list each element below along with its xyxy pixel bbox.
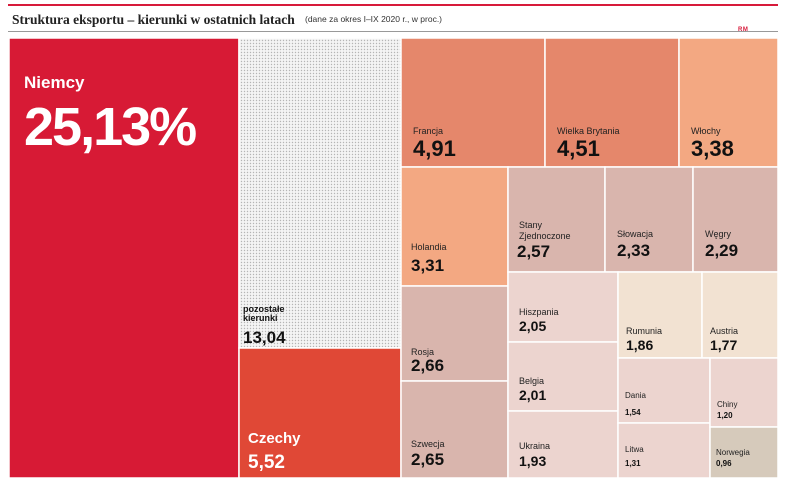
tile-pozostale-kierunki — [238, 37, 402, 349]
tile-label-hiszpania: Hiszpania — [519, 307, 559, 317]
tile-value-szwecja: 2,65 — [411, 450, 444, 469]
tile-label-norwegia: Norwegia — [716, 448, 750, 457]
tile-dania — [617, 357, 711, 424]
tile-label-szwecja: Szwecja — [411, 439, 445, 449]
tile-francja — [400, 37, 546, 168]
tile-wegry — [692, 166, 779, 273]
tile-label-belgia: Belgia — [519, 376, 544, 386]
tile-value-hiszpania: 2,05 — [519, 318, 546, 334]
tile-value-wielka-brytania: 4,51 — [557, 136, 600, 161]
tile-stany-zjednoczone — [507, 166, 606, 273]
tile-wlochy — [678, 37, 779, 168]
tile-label-francja: Francja — [413, 126, 443, 136]
tile-rumunia — [617, 271, 703, 359]
tile-label-wielka-brytania: Wielka Brytania — [557, 126, 620, 136]
tile-austria — [701, 271, 779, 359]
tile-value-pozostale-kierunki: 13,04 — [243, 328, 286, 347]
tile-label-dania: Dania — [625, 391, 646, 400]
tile-label-slowacja: Słowacja — [617, 229, 653, 239]
tile-norwegia — [709, 426, 779, 479]
top-rule — [8, 4, 778, 6]
tile-label-austria: Austria — [710, 326, 738, 336]
tile-litwa — [617, 422, 711, 479]
tile-value-stany-zjednoczone: 2,57 — [517, 242, 550, 261]
tile-value-czechy: 5,52 — [248, 452, 285, 473]
tile-niemcy — [8, 37, 240, 479]
tile-value-belgia: 2,01 — [519, 387, 546, 403]
tile-label-wegry: Węgry — [705, 229, 732, 239]
tile-value-holandia: 3,31 — [411, 256, 444, 275]
tile-value-slowacja: 2,33 — [617, 241, 650, 260]
tile-label-stany-zjednoczone-line2: Zjednoczone — [519, 231, 571, 241]
tile-value-chiny: 1,20 — [717, 411, 733, 420]
tile-label-pozostale-kierunki-line2: kierunki — [243, 313, 278, 323]
tile-label-czechy: Czechy — [248, 430, 301, 447]
tile-label-stany-zjednoczone-line1: Stany — [519, 220, 543, 230]
tile-label-rosja: Rosja — [411, 347, 434, 357]
tile-value-niemcy: 25,13% — [24, 97, 196, 157]
tile-value-austria: 1,77 — [710, 337, 737, 353]
chart-title: Struktura eksportu – kierunki w ostatnic… — [12, 12, 295, 27]
tile-label-chiny: Chiny — [717, 400, 737, 409]
tile-value-wlochy: 3,38 — [691, 136, 734, 161]
tile-label-litwa: Litwa — [625, 445, 644, 454]
tile-value-rosja: 2,66 — [411, 356, 444, 375]
tile-label-wlochy: Włochy — [691, 126, 721, 136]
tile-szwecja — [400, 380, 509, 479]
tile-label-holandia: Holandia — [411, 242, 447, 252]
tile-label-niemcy: Niemcy — [24, 73, 85, 92]
tile-hiszpania — [507, 271, 619, 343]
tile-value-wegry: 2,29 — [705, 241, 738, 260]
chart-subtitle: (dane za okres I–IX 2020 r., w proc.) — [305, 14, 443, 24]
tile-label-pozostale-kierunki-line1: pozostałe — [243, 304, 285, 314]
tile-value-rumunia: 1,86 — [626, 337, 653, 353]
tile-wielka-brytania — [544, 37, 680, 168]
tile-value-norwegia: 0,96 — [716, 459, 732, 468]
tile-chiny — [709, 357, 779, 428]
header-rule — [8, 31, 778, 32]
tile-ukraina — [507, 410, 619, 479]
tile-value-ukraina: 1,93 — [519, 453, 546, 469]
tile-label-ukraina: Ukraina — [519, 441, 550, 451]
tile-value-dania: 1,54 — [625, 408, 641, 417]
tile-holandia — [400, 166, 509, 287]
tile-belgia — [507, 341, 619, 412]
tile-value-francja: 4,91 — [413, 136, 456, 161]
tile-label-rumunia: Rumunia — [626, 326, 662, 336]
publisher-logo: RM — [738, 27, 749, 33]
tile-value-litwa: 1,31 — [625, 459, 641, 468]
